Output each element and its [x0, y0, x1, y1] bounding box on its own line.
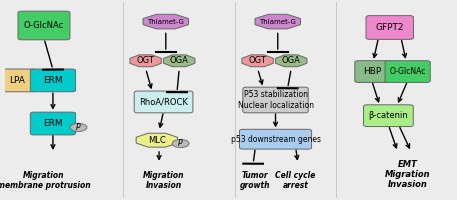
- Text: EMT
Migration
Invasion: EMT Migration Invasion: [385, 160, 430, 189]
- Polygon shape: [276, 55, 307, 67]
- Text: LPA: LPA: [9, 76, 25, 85]
- Polygon shape: [136, 133, 177, 147]
- Text: Tumor
growth: Tumor growth: [240, 171, 271, 190]
- FancyBboxPatch shape: [30, 69, 75, 92]
- Text: p53 downstream genes: p53 downstream genes: [230, 135, 320, 144]
- FancyBboxPatch shape: [0, 69, 35, 92]
- Text: OGT: OGT: [249, 56, 266, 65]
- FancyBboxPatch shape: [18, 11, 70, 40]
- Ellipse shape: [70, 123, 87, 132]
- Text: O-GlcNAc: O-GlcNAc: [24, 21, 64, 30]
- Text: Cell cycle
arrest: Cell cycle arrest: [276, 171, 316, 190]
- FancyBboxPatch shape: [134, 91, 193, 113]
- Text: Migration
membrane protrusion: Migration membrane protrusion: [0, 171, 91, 190]
- Polygon shape: [164, 55, 195, 67]
- FancyBboxPatch shape: [239, 129, 312, 149]
- Polygon shape: [143, 14, 189, 29]
- FancyBboxPatch shape: [385, 61, 430, 82]
- Text: OGT: OGT: [137, 56, 154, 65]
- Text: O-GlcNAc: O-GlcNAc: [389, 67, 426, 76]
- FancyBboxPatch shape: [243, 87, 308, 113]
- Text: Thiamet-G: Thiamet-G: [259, 19, 296, 25]
- Text: Thiamet-G: Thiamet-G: [147, 19, 184, 25]
- FancyBboxPatch shape: [366, 16, 414, 39]
- Polygon shape: [255, 14, 301, 29]
- Text: β-catenin: β-catenin: [368, 111, 408, 120]
- FancyBboxPatch shape: [363, 105, 413, 127]
- Ellipse shape: [172, 139, 189, 148]
- Text: Migration
Invasion: Migration Invasion: [143, 171, 184, 190]
- FancyBboxPatch shape: [355, 61, 389, 82]
- Text: P53 stabilization
Nuclear localization: P53 stabilization Nuclear localization: [238, 90, 314, 110]
- Text: OGA: OGA: [170, 56, 189, 65]
- Text: ERM: ERM: [43, 76, 63, 85]
- Text: OGA: OGA: [282, 56, 301, 65]
- Text: MLC: MLC: [148, 136, 166, 145]
- Text: GFPT2: GFPT2: [376, 23, 404, 32]
- Polygon shape: [242, 55, 273, 67]
- Text: ERM: ERM: [43, 119, 63, 128]
- FancyBboxPatch shape: [30, 112, 75, 135]
- Polygon shape: [130, 55, 161, 67]
- Text: P: P: [76, 123, 81, 132]
- Text: HBP: HBP: [363, 67, 381, 76]
- Text: P: P: [178, 139, 183, 148]
- Text: RhoA/ROCK: RhoA/ROCK: [139, 97, 188, 106]
